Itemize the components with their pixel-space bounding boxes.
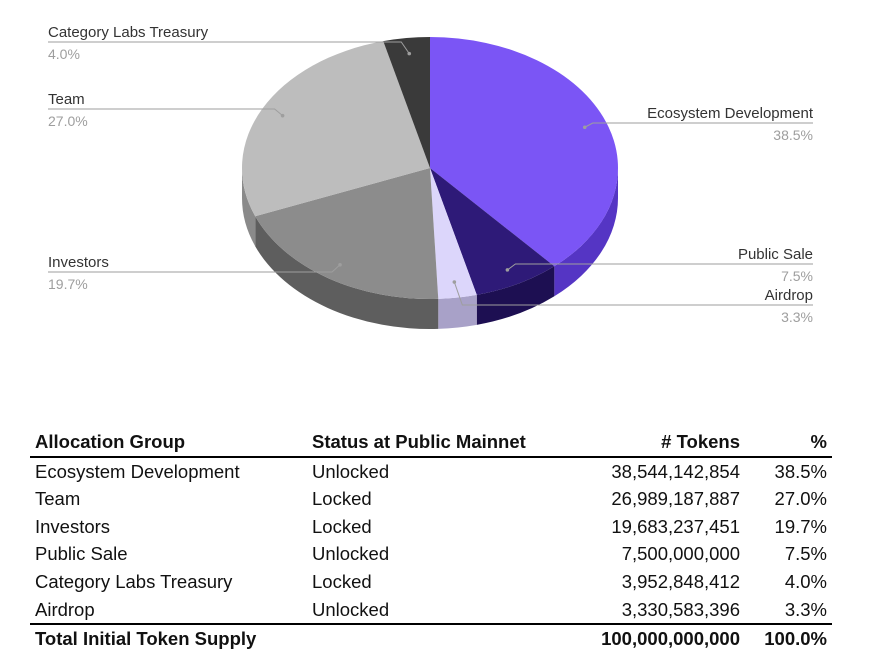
leader-dot-public-sale [505, 268, 510, 272]
table-row: Category Labs Treasury Locked 3,952,848,… [30, 568, 832, 596]
table-row: Investors Locked 19,683,237,451 19.7% [30, 513, 832, 541]
cell-tokens: 38,544,142,854 [611, 460, 740, 482]
table-row: Team Locked 26,989,187,887 27.0% [30, 485, 832, 513]
cell-percent: 38.5% [774, 460, 827, 482]
pie-label-percent: 4.0% [48, 46, 80, 62]
pie-label-percent: 19.7% [48, 276, 88, 292]
cell-status: Locked [312, 570, 372, 592]
pie-label-name: Public Sale [738, 246, 813, 263]
pie-labels: Ecosystem Development 38.5% Public Sale 7.5… [48, 24, 814, 325]
header-allocation-group: Allocation Group [30, 428, 307, 458]
total-percent: 100.0% [745, 623, 832, 653]
pie-chart: Ecosystem Development 38.5% Public Sale 7.5… [48, 24, 814, 330]
pie-chart-svg: Ecosystem Development 38.5% Public Sale 7.5… [48, 24, 814, 330]
table-row: Ecosystem Development Unlocked 38,544,14… [30, 457, 832, 486]
pie-side-airdrop [438, 294, 477, 329]
pie-slice-airdrop [430, 168, 477, 299]
pie-label-name: Airdrop [765, 287, 813, 304]
header-status: Status at Public Mainnet [307, 428, 555, 458]
cell-percent: 3.3% [784, 598, 827, 620]
cell-status: Locked [312, 488, 372, 510]
pie-side-public-sale [476, 266, 555, 325]
leader-dot-team [280, 113, 285, 118]
pie-slice-ecosystem-development [430, 37, 618, 267]
leader-dot-ecosystem-development [582, 125, 587, 130]
pie-label-percent: 38.5% [773, 127, 813, 143]
cell-group: Public Sale [35, 543, 128, 565]
total-status [307, 623, 555, 653]
leader-line-category-labs-treasury [48, 41, 410, 54]
pie-label-percent: 3.3% [781, 309, 813, 325]
cell-status: Locked [312, 515, 372, 537]
header-percent: % [745, 428, 832, 458]
leader-line-team [48, 108, 283, 117]
leader-line-investors [48, 264, 341, 273]
leader-line-airdrop [453, 281, 813, 306]
cell-tokens: 3,952,848,412 [621, 570, 740, 592]
cell-group: Ecosystem Development [35, 460, 240, 482]
cell-tokens: 19,683,237,451 [611, 515, 740, 537]
cell-percent: 27.0% [774, 488, 827, 510]
cell-group: Team [35, 488, 81, 510]
cell-group: Airdrop [35, 598, 95, 620]
pie-label-name: Category Labs Treasury [48, 24, 209, 41]
total-label: Total Initial Token Supply [30, 623, 307, 653]
pie-label-name: Investors [48, 254, 109, 271]
cell-tokens: 3,330,583,396 [621, 598, 740, 620]
pie-label-name: Ecosystem Development [647, 105, 814, 122]
cell-status: Unlocked [312, 598, 390, 620]
pie-slice-category-labs-treasury [383, 37, 430, 168]
leader-dot-investors [338, 262, 342, 267]
header-tokens: # Tokens [555, 428, 745, 458]
pie-leader-lines [48, 41, 813, 306]
allocation-table: Allocation Group Status at Public Mainne… [30, 428, 832, 653]
leader-line-public-sale [507, 263, 813, 271]
pie-label-name: Team [48, 91, 85, 108]
total-tokens: 100,000,000,000 [555, 623, 745, 653]
pie-label-percent: 7.5% [781, 268, 813, 284]
cell-percent: 4.0% [784, 570, 827, 592]
table-header-row: Allocation Group Status at Public Mainne… [30, 428, 832, 458]
pie-side-team [242, 168, 256, 247]
cell-percent: 19.7% [774, 515, 827, 537]
table-row: Airdrop Unlocked 3,330,583,396 3.3% [30, 596, 832, 625]
pie-slice-team [242, 41, 430, 217]
cell-percent: 7.5% [784, 543, 827, 565]
leader-dot-airdrop [452, 280, 457, 284]
pie-top-faces [242, 37, 618, 299]
pie-slice-public-sale [430, 168, 555, 295]
pie-label-percent: 27.0% [48, 113, 88, 129]
cell-group: Category Labs Treasury [35, 570, 233, 592]
leader-dot-category-labs-treasury [407, 51, 412, 56]
cell-tokens: 26,989,187,887 [611, 488, 740, 510]
cell-group: Investors [35, 515, 111, 537]
pie-slice-investors [255, 168, 439, 299]
pie-side-investors [255, 216, 439, 330]
cell-status: Unlocked [312, 460, 390, 482]
table-row: Public Sale Unlocked 7,500,000,000 7.5% [30, 540, 832, 568]
cell-tokens: 7,500,000,000 [621, 543, 740, 565]
cell-status: Unlocked [312, 543, 390, 565]
leader-line-ecosystem-development [584, 122, 813, 128]
table-total-row: Total Initial Token Supply 100,000,000,0… [30, 623, 832, 653]
